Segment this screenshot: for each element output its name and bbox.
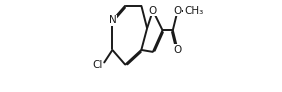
Text: O: O	[173, 45, 182, 55]
Text: O: O	[149, 6, 157, 16]
Text: O: O	[173, 6, 182, 16]
Text: N: N	[109, 15, 116, 25]
Text: CH₃: CH₃	[184, 6, 203, 16]
Text: Cl: Cl	[92, 60, 103, 70]
